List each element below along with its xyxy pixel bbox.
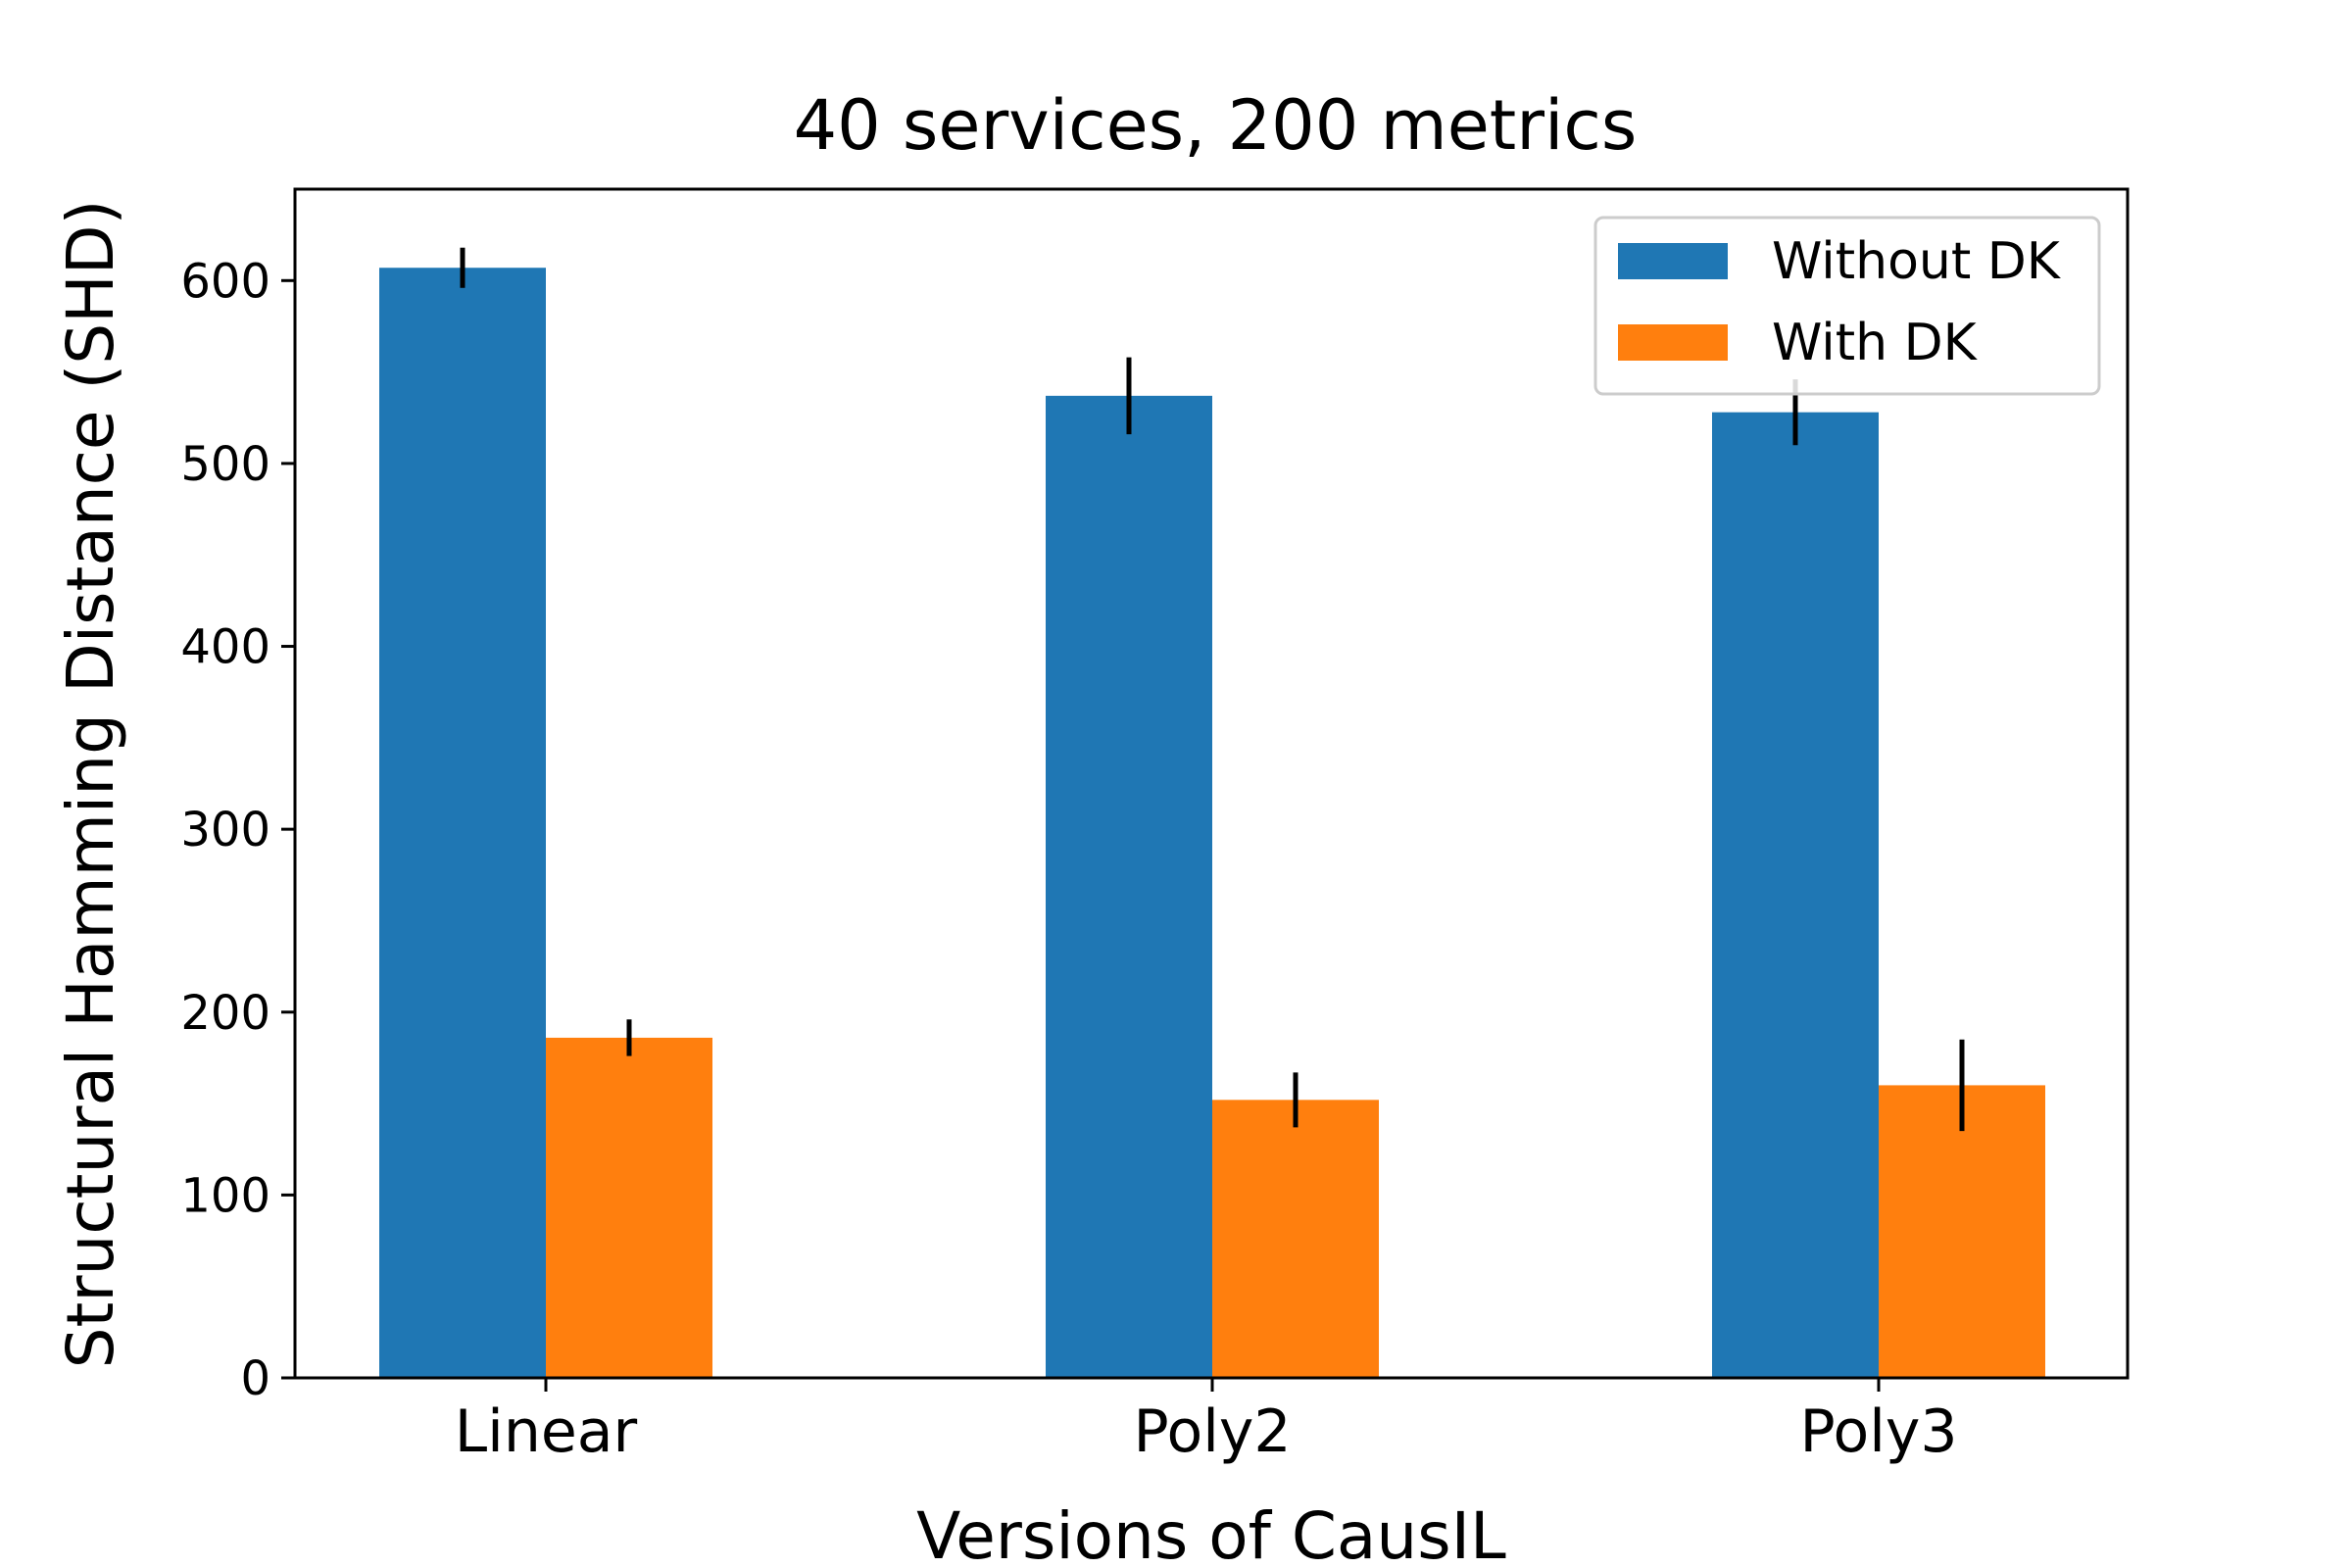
y-axis-label: Structural Hamming Distance (SHD) — [53, 200, 128, 1369]
x-axis: Linear Poly2 Poly3 — [455, 1378, 1958, 1466]
bars-group — [379, 268, 2045, 1379]
bar-poly2-without-dk — [1046, 395, 1212, 1379]
legend-label-without-dk: Without DK — [1772, 232, 2062, 291]
y-tick-label-200: 200 — [180, 986, 270, 1041]
x-axis-label: Versions of CausIL — [916, 1498, 1506, 1568]
y-tick-label-600: 600 — [180, 254, 270, 309]
x-tick-label-linear: Linear — [455, 1397, 638, 1466]
x-tick-label-poly3: Poly3 — [1799, 1397, 1957, 1466]
error-bars-group — [460, 247, 1965, 1132]
bar-linear-with-dk — [546, 1037, 712, 1378]
chart-title: 40 services, 200 metrics — [794, 85, 1638, 166]
legend-swatch-with-dk — [1618, 324, 1728, 361]
legend: Without DK With DK — [1593, 216, 2101, 396]
legend-label-with-dk: With DK — [1772, 314, 1979, 372]
y-tick-label-400: 400 — [180, 620, 270, 675]
legend-swatch-without-dk — [1618, 243, 1728, 279]
y-tick-label-300: 300 — [180, 803, 270, 858]
y-tick-label-0: 0 — [240, 1351, 270, 1406]
y-axis: 0 100 200 300 400 500 600 — [180, 254, 295, 1406]
bar-poly3-without-dk — [1712, 412, 1879, 1378]
y-tick-label-500: 500 — [180, 437, 270, 492]
x-tick-label-poly2: Poly2 — [1133, 1397, 1291, 1466]
bar-linear-without-dk — [379, 268, 546, 1378]
bar-poly2-with-dk — [1212, 1100, 1379, 1378]
y-tick-label-100: 100 — [180, 1168, 270, 1223]
bar-poly3-with-dk — [1879, 1085, 2045, 1378]
